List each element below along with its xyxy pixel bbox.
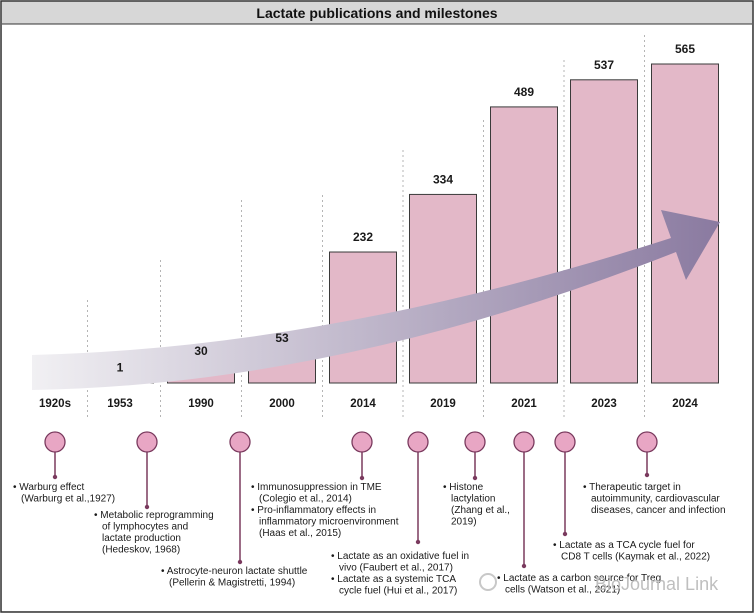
watermark: BioJournal Link bbox=[479, 573, 719, 594]
milestone-line: (Warburg et al.,1927) bbox=[21, 494, 115, 505]
milestone-marker bbox=[407, 431, 429, 453]
milestone-line: • Pro-inflammatory effects in bbox=[251, 505, 376, 516]
milestone-dot bbox=[415, 539, 421, 545]
milestone-line: cells (Watson et al., 2021) bbox=[505, 585, 620, 596]
milestone-dot bbox=[562, 531, 568, 537]
year-label-1920s: 1920s bbox=[39, 398, 71, 410]
milestone-line: • Lactate as an oxidative fuel in bbox=[331, 551, 469, 562]
milestone-line: • Immunosuppression in TME bbox=[251, 482, 382, 493]
bar-2019 bbox=[409, 193, 477, 384]
milestone-marker bbox=[554, 431, 576, 453]
milestone-line: (Colegio et al., 2014) bbox=[259, 494, 352, 505]
value-label-2019: 334 bbox=[433, 172, 453, 186]
milestone-dot bbox=[237, 559, 243, 565]
value-label-2021: 489 bbox=[514, 85, 534, 99]
milestone-line: (Pellerin & Magistretti, 1994) bbox=[169, 578, 295, 589]
milestone-text: • Lactate as a carbon source for Treg cel… bbox=[497, 573, 661, 596]
value-label-1953: 1 bbox=[117, 360, 124, 374]
milestone-line: of lymphocytes and bbox=[102, 522, 188, 533]
milestone-dot bbox=[521, 563, 527, 569]
value-label-1990: 30 bbox=[194, 344, 208, 358]
value-label-2000: 53 bbox=[275, 331, 289, 345]
milestone-line: (Zhang et al., bbox=[451, 505, 510, 516]
milestone-line: • Warburg effect bbox=[13, 482, 85, 493]
milestone-dot bbox=[144, 504, 150, 510]
milestone-line: • Lactate as a carbon source for Treg bbox=[497, 573, 661, 584]
milestone-line: • Histone bbox=[443, 482, 484, 493]
milestone-line: • Metabolic reprogramming bbox=[94, 510, 214, 521]
milestone-text: • Histone lactylation (Zhang et al., 2019) bbox=[443, 482, 510, 528]
milestone-line: cycle fuel (Hui et al., 2017) bbox=[339, 586, 457, 597]
milestone-line: • Astrocyte-neuron lactate shuttle bbox=[161, 566, 308, 577]
milestone-text: • Lactate as a TCA cycle fuel for CD8 T c… bbox=[553, 540, 710, 563]
milestone-line: • Lactate as a systemic TCA bbox=[331, 574, 456, 585]
year-dividers bbox=[87, 35, 645, 420]
milestone-line: autoimmunity, cardiovascular bbox=[591, 494, 720, 505]
milestone-line: CD8 T cells (Kaymak et al., 2022) bbox=[561, 552, 710, 563]
milestone-line: • Lactate as a TCA cycle fuel for bbox=[553, 540, 695, 551]
year-label-2023: 2023 bbox=[591, 398, 617, 410]
milestone-dot bbox=[472, 475, 478, 481]
bars-group bbox=[86, 63, 719, 384]
milestone-dot bbox=[644, 472, 650, 478]
year-label-2021: 2021 bbox=[511, 398, 537, 410]
chart-title: Lactate publications and milestones bbox=[256, 5, 497, 21]
milestone-line: (Hedeskov, 1968) bbox=[102, 545, 180, 556]
milestone-line: inflammatory microenvironment bbox=[259, 517, 399, 528]
milestone-markers-group bbox=[44, 431, 658, 569]
milestone-text: • Therapeutic target in autoimmunity, car… bbox=[583, 482, 726, 516]
title-bar bbox=[2, 2, 752, 24]
watermark-icon bbox=[479, 573, 497, 591]
milestone-line: 2019) bbox=[451, 517, 477, 528]
milestone-line: (Haas et al., 2015) bbox=[259, 528, 341, 539]
milestone-dot bbox=[52, 474, 58, 480]
year-label-2024: 2024 bbox=[672, 398, 698, 410]
milestone-line: diseases, cancer and infection bbox=[591, 505, 726, 516]
milestones-group: • Warburg effect (Warburg et al.,1927) • M… bbox=[13, 482, 726, 597]
watermark-text: BioJournal Link bbox=[595, 574, 719, 594]
milestone-marker bbox=[513, 431, 535, 453]
milestone-marker bbox=[636, 431, 658, 453]
year-label-1990: 1990 bbox=[188, 398, 214, 410]
milestone-marker bbox=[136, 431, 158, 453]
milestone-marker bbox=[351, 431, 373, 453]
milestone-text: • Warburg effect (Warburg et al.,1927) bbox=[13, 482, 115, 505]
milestone-text: • Metabolic reprogramming of lymphocytes … bbox=[94, 510, 214, 556]
milestone-marker bbox=[464, 431, 486, 453]
milestone-line: lactate production bbox=[102, 533, 181, 544]
year-label-2000: 2000 bbox=[269, 398, 295, 410]
milestone-marker bbox=[229, 431, 251, 453]
bar-2021 bbox=[490, 106, 558, 384]
year-labels-group: 1920s 1953 1990 2000 2014 2019 2021 2023 2024 bbox=[39, 398, 698, 410]
milestone-dot bbox=[359, 475, 365, 481]
milestone-line: vivo (Faubert et al., 2017) bbox=[339, 563, 453, 574]
value-labels-group: 1 30 53 232 334 489 537 565 bbox=[117, 42, 696, 374]
value-label-2014: 232 bbox=[353, 230, 373, 244]
milestone-text: • Immunosuppression in TME (Colegio et al… bbox=[251, 482, 399, 539]
milestone-text: • Lactate as an oxidative fuel in vivo (F… bbox=[331, 551, 469, 597]
trend-arrow-layer bbox=[32, 210, 720, 390]
value-label-2023: 537 bbox=[594, 58, 614, 72]
milestone-text: • Astrocyte-neuron lactate shuttle (Pelle… bbox=[161, 566, 308, 589]
trend-arrow bbox=[32, 210, 720, 390]
year-label-2014: 2014 bbox=[350, 398, 376, 410]
bar-2023 bbox=[570, 79, 638, 384]
milestone-marker bbox=[44, 431, 66, 453]
value-label-2024: 565 bbox=[675, 42, 695, 56]
milestone-line: lactylation bbox=[451, 494, 495, 505]
year-label-1953: 1953 bbox=[107, 398, 133, 410]
milestone-line: • Therapeutic target in bbox=[583, 482, 681, 493]
year-label-2019: 2019 bbox=[430, 398, 456, 410]
